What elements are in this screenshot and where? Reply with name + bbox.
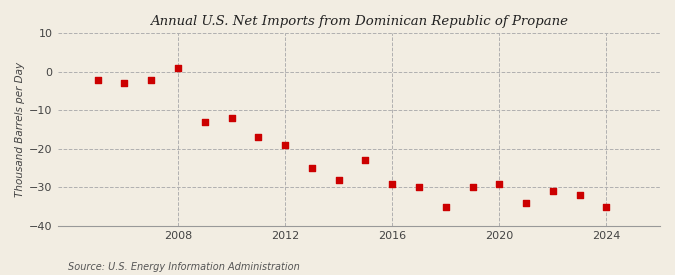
Y-axis label: Thousand Barrels per Day: Thousand Barrels per Day <box>15 62 25 197</box>
Point <box>92 77 103 82</box>
Point <box>574 193 585 197</box>
Point <box>494 181 505 186</box>
Text: Source: U.S. Energy Information Administration: Source: U.S. Energy Information Administ… <box>68 262 299 272</box>
Point <box>520 200 531 205</box>
Point <box>547 189 558 193</box>
Title: Annual U.S. Net Imports from Dominican Republic of Propane: Annual U.S. Net Imports from Dominican R… <box>150 15 568 28</box>
Point <box>199 120 210 124</box>
Point <box>173 66 184 70</box>
Point <box>440 204 451 209</box>
Point <box>253 135 264 139</box>
Point <box>226 116 237 120</box>
Point <box>467 185 478 189</box>
Point <box>306 166 317 170</box>
Point <box>146 77 157 82</box>
Point <box>119 81 130 86</box>
Point <box>387 181 398 186</box>
Point <box>601 204 612 209</box>
Point <box>333 177 344 182</box>
Point <box>360 158 371 163</box>
Point <box>414 185 425 189</box>
Point <box>279 143 290 147</box>
